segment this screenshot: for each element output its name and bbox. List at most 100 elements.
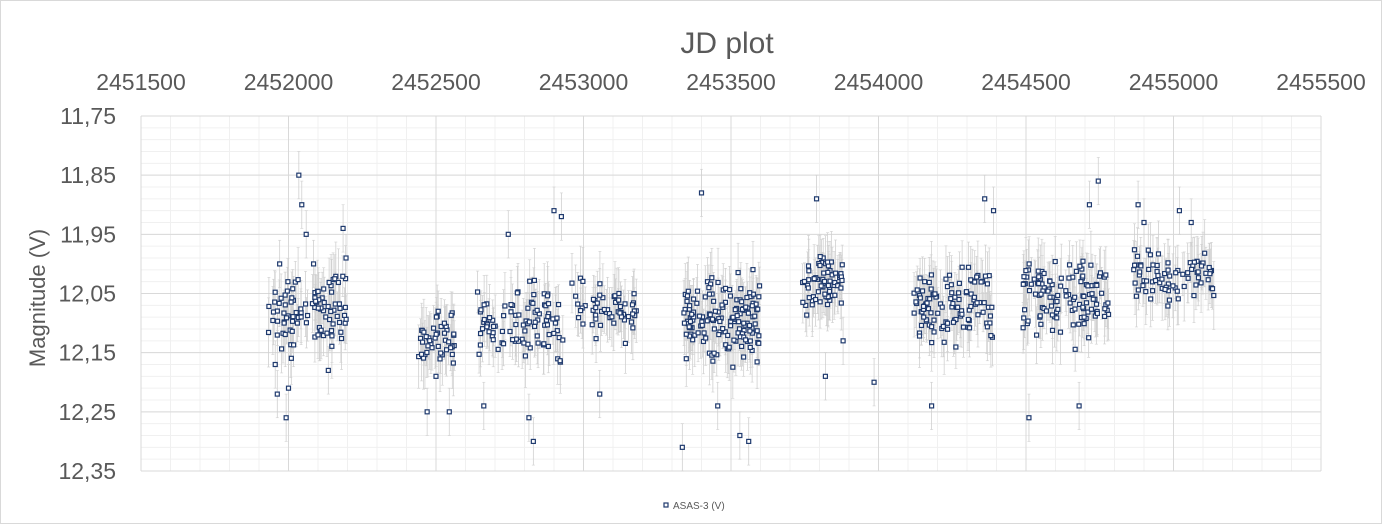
y-tick-label: 11,85 (60, 162, 116, 188)
data-point (1195, 275, 1201, 281)
data-point (1026, 261, 1032, 267)
data-point (329, 333, 335, 339)
data-point (616, 290, 622, 297)
data-point (739, 343, 745, 350)
data-point (342, 304, 348, 311)
data-point (813, 296, 819, 303)
data-point (706, 291, 713, 297)
data-point (756, 333, 762, 339)
data-point (270, 317, 276, 324)
data-point (716, 331, 722, 338)
data-point (955, 304, 961, 310)
data-point (551, 330, 557, 337)
data-point (959, 311, 965, 317)
data-point (329, 343, 335, 349)
data-point (1063, 293, 1069, 299)
data-point (959, 264, 965, 270)
data-point (544, 293, 551, 299)
data-point (336, 301, 342, 307)
data-point (712, 308, 718, 314)
data-point (338, 335, 345, 342)
data-point (617, 303, 624, 310)
data-point (1101, 313, 1108, 320)
data-point (1135, 202, 1141, 208)
data-point (940, 323, 946, 330)
data-point (423, 334, 429, 340)
data-point (822, 291, 828, 297)
data-point (630, 325, 636, 331)
data-point (545, 343, 551, 350)
data-point (948, 282, 954, 288)
data-point (513, 321, 519, 328)
data-point (946, 272, 953, 278)
data-point (711, 326, 717, 332)
data-point (932, 291, 938, 297)
data-point (327, 316, 333, 323)
data-point (580, 321, 586, 327)
data-point (1070, 322, 1076, 328)
data-point (313, 298, 319, 304)
data-point (438, 350, 444, 356)
data-point (621, 317, 628, 323)
data-point (1055, 292, 1061, 299)
data-point (948, 296, 954, 302)
data-point (479, 326, 486, 332)
data-point (293, 309, 299, 316)
data-point (832, 279, 838, 286)
data-point (741, 354, 747, 360)
data-point (446, 339, 452, 345)
x-tick-label: 2453000 (539, 69, 629, 95)
data-point (425, 343, 431, 349)
data-point (918, 322, 925, 329)
data-point (818, 283, 824, 289)
data-point (683, 356, 689, 362)
data-point (328, 289, 335, 295)
data-point (963, 289, 970, 295)
data-point (1141, 219, 1147, 226)
data-point (1026, 415, 1032, 421)
data-point (617, 310, 623, 316)
data-point (817, 262, 823, 269)
data-point (541, 341, 547, 347)
data-point (296, 172, 302, 178)
y-tick-label: 11,95 (60, 221, 116, 247)
data-point (719, 302, 725, 308)
data-point (298, 306, 304, 312)
data-point (928, 286, 934, 292)
data-point (490, 323, 497, 330)
data-point (968, 303, 974, 310)
data-point (501, 313, 507, 319)
data-point (325, 367, 331, 374)
data-point (1209, 286, 1216, 292)
data-point (508, 302, 514, 308)
data-point (265, 329, 272, 336)
data-point (551, 208, 557, 214)
data-point (448, 345, 454, 351)
data-point (427, 338, 433, 344)
data-point (1072, 346, 1078, 352)
data-point (717, 318, 723, 325)
data-point (446, 409, 452, 415)
data-point (975, 312, 981, 318)
data-point (282, 331, 288, 338)
data-point (1086, 202, 1093, 208)
data-point (1038, 291, 1044, 297)
data-point (609, 314, 615, 320)
data-point (1132, 280, 1138, 286)
data-point (279, 346, 285, 352)
data-point (939, 304, 945, 310)
data-point (569, 280, 575, 286)
data-point (1081, 321, 1087, 327)
data-point (424, 349, 430, 356)
data-point (328, 328, 335, 334)
data-point (911, 310, 917, 316)
data-point (418, 351, 425, 357)
data-point (1072, 294, 1078, 300)
data-point (441, 330, 448, 336)
data-point (1143, 288, 1149, 295)
data-point (726, 344, 732, 350)
data-point (507, 328, 513, 335)
data-point (1140, 283, 1146, 289)
data-point (690, 296, 697, 302)
data-point (285, 279, 291, 285)
